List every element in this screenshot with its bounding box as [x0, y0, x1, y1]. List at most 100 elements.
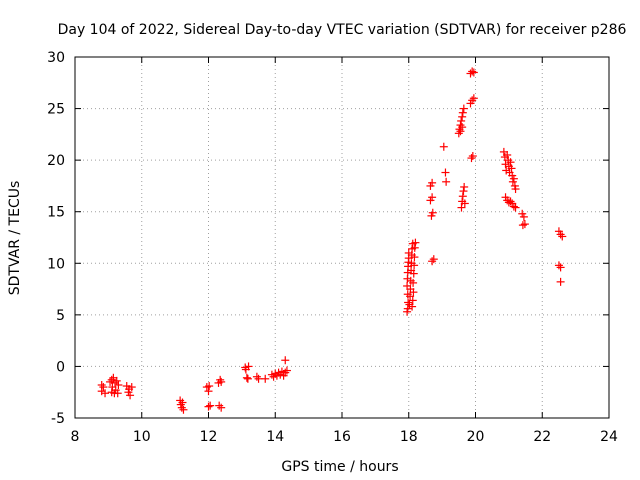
x-axis-title: GPS time / hours — [281, 459, 398, 475]
x-tick-label: 24 — [600, 429, 618, 445]
data-point — [458, 123, 467, 132]
data-point — [457, 116, 466, 125]
data-point — [519, 212, 528, 221]
data-point — [428, 193, 437, 202]
data-point — [428, 178, 437, 187]
data-point — [217, 377, 226, 386]
data-point — [456, 127, 465, 136]
data-point — [261, 374, 270, 383]
plot-frame — [74, 56, 610, 419]
data-point — [404, 298, 413, 307]
data-point — [506, 197, 515, 206]
data-point — [506, 158, 515, 167]
grid-layer — [75, 57, 609, 418]
data-point — [454, 129, 463, 138]
y-tick-label: 5 — [56, 308, 65, 324]
data-point — [511, 185, 520, 194]
y-axis-title: SDTVAR / TECUs — [7, 181, 23, 296]
tick-layer: 8 10 12 14 16 18 20 22 24 -5 0 5 10 15 20 25 30 — [47, 50, 618, 445]
x-tick-label: 16 — [333, 429, 351, 445]
y-tick-label: 20 — [47, 153, 65, 169]
chart-title: Day 104 of 2022, Sidereal Day-to-day VTE… — [58, 22, 627, 38]
data-point — [459, 187, 468, 196]
data-point — [114, 380, 123, 389]
y-tick-label: 0 — [56, 359, 65, 375]
data-point — [204, 402, 213, 411]
data-point — [468, 96, 477, 105]
data-point — [106, 377, 115, 386]
data-point — [469, 94, 478, 103]
data-point — [282, 366, 291, 375]
data-point — [459, 104, 468, 113]
data-point — [274, 368, 283, 377]
data-point — [271, 369, 280, 378]
data-point — [267, 370, 276, 379]
data-point — [458, 108, 467, 117]
x-tick-label: 10 — [133, 429, 151, 445]
data-point — [468, 67, 477, 76]
x-tick-label: 14 — [266, 429, 284, 445]
data-point — [460, 199, 469, 208]
data-point — [410, 243, 419, 252]
x-tick-label: 8 — [71, 429, 80, 445]
data-point — [556, 263, 565, 272]
data-point — [468, 152, 477, 161]
y-tick-label: 30 — [47, 50, 65, 66]
x-tick-label: 20 — [467, 429, 485, 445]
data-point — [509, 174, 518, 183]
data-point — [469, 68, 478, 77]
x-tick-label: 12 — [200, 429, 218, 445]
data-point — [217, 403, 226, 412]
data-point — [504, 198, 513, 207]
data-point — [429, 255, 438, 264]
data-point — [244, 362, 253, 371]
data-point — [411, 238, 420, 247]
data-point — [409, 288, 418, 297]
data-point — [177, 403, 186, 412]
y-tick-label: -5 — [51, 411, 65, 427]
data-point — [458, 192, 467, 201]
data-point — [179, 405, 188, 414]
data-point — [457, 203, 466, 212]
data-point — [554, 261, 563, 270]
data-point — [428, 257, 437, 266]
point-layer — [97, 67, 567, 414]
data-point — [467, 154, 476, 163]
data-point — [441, 168, 450, 177]
data-point — [520, 220, 529, 229]
data-point — [281, 356, 290, 365]
data-point — [101, 389, 110, 398]
data-point — [408, 296, 417, 305]
data-point — [112, 376, 121, 385]
data-point — [460, 182, 469, 191]
data-point — [216, 375, 225, 384]
data-point — [113, 389, 122, 398]
y-tick-label: 25 — [47, 102, 65, 118]
data-point — [439, 142, 448, 151]
data-point — [206, 401, 215, 410]
data-point — [410, 253, 419, 262]
data-point — [458, 112, 467, 121]
data-point — [252, 372, 261, 381]
data-point — [204, 387, 213, 396]
data-point — [241, 363, 250, 372]
data-point — [410, 261, 419, 270]
data-point — [97, 387, 106, 396]
data-point — [254, 374, 263, 383]
data-point — [408, 302, 417, 311]
data-point — [502, 166, 511, 175]
data-point — [178, 398, 187, 407]
data-point — [442, 177, 451, 186]
data-point — [127, 383, 136, 392]
x-tick-label: 22 — [533, 429, 551, 445]
data-point — [215, 401, 224, 410]
x-tick-label: 18 — [400, 429, 418, 445]
data-point — [277, 367, 286, 376]
data-point — [428, 208, 437, 217]
y-tick-label: 10 — [47, 256, 65, 272]
data-point — [511, 203, 520, 212]
data-point — [99, 383, 108, 392]
data-point — [406, 292, 415, 301]
data-point — [503, 196, 512, 205]
data-point — [556, 230, 565, 239]
